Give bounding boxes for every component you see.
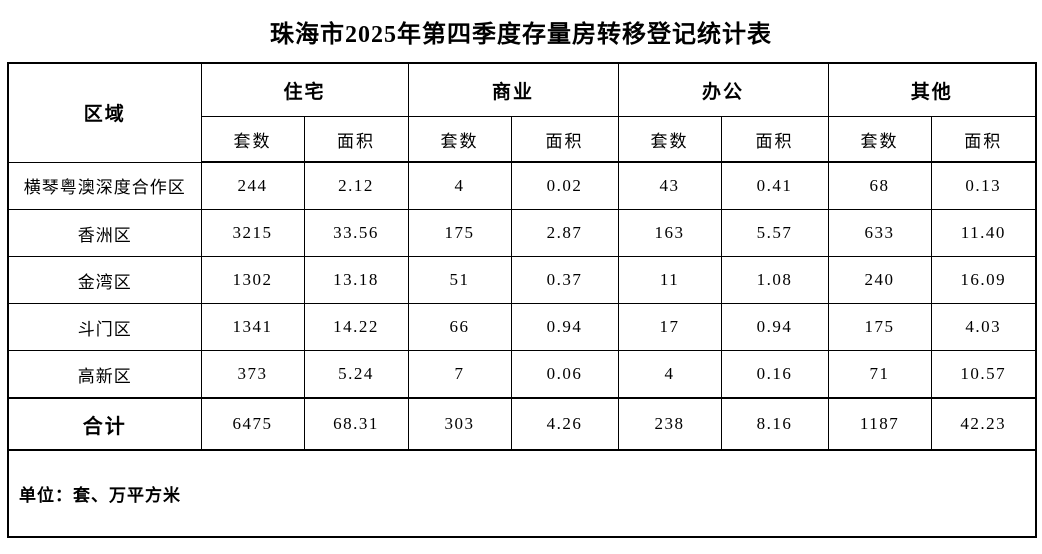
table-row-xiangzhou: 香洲区 3215 33.56 175 2.87 163 5.57 633 11.… [7, 209, 1037, 257]
column-group-office: 办公 [617, 62, 829, 117]
column-header-office-area: 面积 [720, 116, 829, 163]
region-name: 横琴粤澳深度合作区 [7, 161, 202, 210]
total-value: 238 [617, 397, 722, 451]
cell-value: 33.56 [303, 209, 409, 257]
cell-value: 175 [407, 209, 512, 257]
column-header-other-units: 套数 [827, 116, 932, 163]
cell-value: 14.22 [303, 303, 409, 351]
column-header-region: 区域 [7, 62, 202, 163]
cell-value: 68 [827, 161, 932, 210]
total-label: 合计 [7, 397, 202, 451]
cell-value: 7 [407, 350, 512, 399]
column-header-commercial-units: 套数 [407, 116, 512, 163]
table-row-doumen: 斗门区 1341 14.22 66 0.94 17 0.94 175 4.03 [7, 303, 1037, 351]
cell-value: 3215 [200, 209, 305, 257]
region-name: 香洲区 [7, 209, 202, 257]
unit-note: 单位：套、万平方米 [7, 449, 1037, 538]
total-value: 42.23 [930, 397, 1037, 451]
table-row-jinwan: 金湾区 1302 13.18 51 0.37 11 1.08 240 16.09 [7, 256, 1037, 304]
cell-value: 13.18 [303, 256, 409, 304]
table-row-gaoxin: 高新区 373 5.24 7 0.06 4 0.16 71 10.57 [7, 350, 1037, 399]
cell-value: 66 [407, 303, 512, 351]
cell-value: 11 [617, 256, 722, 304]
cell-value: 4 [407, 161, 512, 210]
region-name: 金湾区 [7, 256, 202, 304]
total-value: 8.16 [720, 397, 829, 451]
column-header-commercial-area: 面积 [510, 116, 619, 163]
cell-value: 17 [617, 303, 722, 351]
table-row-total: 合计 6475 68.31 303 4.26 238 8.16 1187 42.… [7, 397, 1037, 451]
column-group-commercial: 商业 [407, 62, 619, 117]
cell-value: 2.87 [510, 209, 619, 257]
stats-table: 区域 住宅 商业 办公 其他 套数 面积 套数 面积 套数 面积 套数 面积 横… [7, 62, 1038, 538]
cell-value: 1341 [200, 303, 305, 351]
cell-value: 175 [827, 303, 932, 351]
total-value: 303 [407, 397, 512, 451]
column-group-other: 其他 [827, 62, 1037, 117]
total-value: 4.26 [510, 397, 619, 451]
cell-value: 0.16 [720, 350, 829, 399]
total-value: 6475 [200, 397, 305, 451]
column-header-office-units: 套数 [617, 116, 722, 163]
cell-value: 0.13 [930, 161, 1037, 210]
cell-value: 0.41 [720, 161, 829, 210]
cell-value: 0.02 [510, 161, 619, 210]
table-footer-row: 单位：套、万平方米 [7, 449, 1037, 538]
cell-value: 0.37 [510, 256, 619, 304]
total-value: 68.31 [303, 397, 409, 451]
cell-value: 373 [200, 350, 305, 399]
cell-value: 5.57 [720, 209, 829, 257]
column-header-residential-area: 面积 [303, 116, 409, 163]
cell-value: 0.06 [510, 350, 619, 399]
cell-value: 0.94 [720, 303, 829, 351]
column-header-other-area: 面积 [930, 116, 1037, 163]
cell-value: 0.94 [510, 303, 619, 351]
cell-value: 71 [827, 350, 932, 399]
cell-value: 51 [407, 256, 512, 304]
cell-value: 244 [200, 161, 305, 210]
cell-value: 633 [827, 209, 932, 257]
cell-value: 1.08 [720, 256, 829, 304]
cell-value: 240 [827, 256, 932, 304]
cell-value: 1302 [200, 256, 305, 304]
table-header-row: 区域 住宅 商业 办公 其他 [7, 62, 1037, 163]
cell-value: 163 [617, 209, 722, 257]
total-value: 1187 [827, 397, 932, 451]
region-name: 斗门区 [7, 303, 202, 351]
cell-value: 4 [617, 350, 722, 399]
cell-value: 43 [617, 161, 722, 210]
cell-value: 11.40 [930, 209, 1037, 257]
table-subheader-row: 套数 面积 套数 面积 套数 面积 套数 面积 [8, 116, 1037, 163]
page-title: 珠海市2025年第四季度存量房转移登记统计表 [270, 21, 772, 48]
cell-value: 16.09 [930, 256, 1037, 304]
cell-value: 10.57 [930, 350, 1037, 399]
cell-value: 4.03 [930, 303, 1037, 351]
cell-value: 2.12 [303, 161, 409, 210]
region-name: 高新区 [7, 350, 202, 399]
cell-value: 5.24 [303, 350, 409, 399]
column-header-residential-units: 套数 [200, 116, 305, 163]
table-row-hengqin: 横琴粤澳深度合作区 244 2.12 4 0.02 43 0.41 68 0.1… [7, 161, 1037, 210]
column-group-residential: 住宅 [200, 62, 409, 117]
